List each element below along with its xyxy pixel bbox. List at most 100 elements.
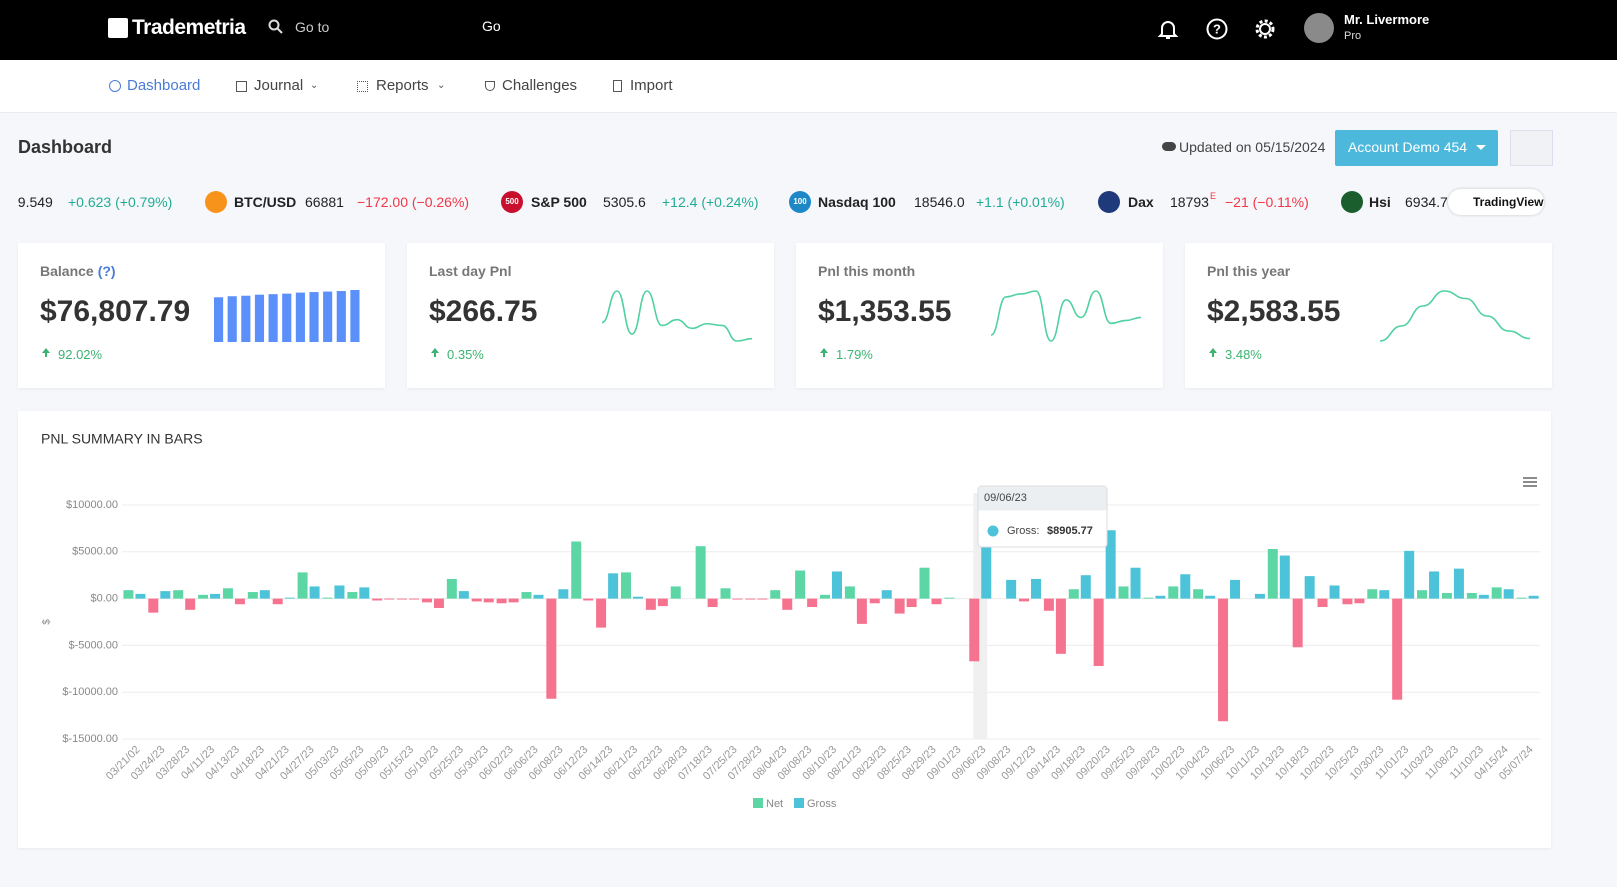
ticker-change[interactable]: +12.4 (+0.24%) — [662, 194, 759, 210]
ticker-change[interactable]: −21 (−0.11%) — [1225, 194, 1309, 210]
bar — [1118, 586, 1129, 599]
card-label: Pnl this month — [818, 263, 916, 279]
nav-item[interactable]: Dashboard — [127, 77, 201, 94]
bar — [856, 598, 867, 624]
bar — [745, 598, 756, 600]
bar — [931, 598, 942, 605]
help-icon[interactable]: ? — [1205, 17, 1229, 41]
bar — [795, 570, 806, 599]
bar — [844, 586, 855, 599]
bar — [906, 598, 917, 608]
ticker-symbol[interactable]: Hsi — [1369, 194, 1391, 210]
spark-line — [991, 290, 1141, 342]
settings-button[interactable] — [1510, 130, 1553, 166]
ticker-price[interactable]: 79.549 — [18, 194, 53, 210]
avatar[interactable] — [1304, 13, 1334, 43]
bar — [1055, 598, 1066, 654]
bar — [247, 592, 258, 599]
y-tick-label: $5000.00 — [72, 546, 118, 558]
bar — [1466, 592, 1477, 599]
bar — [969, 598, 980, 662]
bar — [234, 598, 245, 605]
ticker-price[interactable]: 66881 — [305, 194, 344, 210]
brand[interactable]: Trademetria — [132, 16, 246, 39]
svg-text:?: ? — [1213, 21, 1221, 36]
sparkline — [214, 290, 360, 342]
tradingview-badge[interactable] — [1448, 189, 1544, 215]
bar — [259, 590, 270, 599]
search-input[interactable]: Go to — [295, 19, 330, 35]
bar — [757, 598, 768, 600]
nav-item[interactable]: Journal — [254, 77, 304, 94]
bar — [446, 578, 457, 599]
bar — [1043, 598, 1054, 611]
ticker-price[interactable]: 18793 — [1170, 194, 1209, 210]
bar — [1279, 555, 1290, 599]
ticker-price[interactable]: 18546.0 — [914, 194, 965, 210]
ticker-change[interactable]: −172.00 (−0.26%) — [357, 194, 470, 210]
ticker-symbol[interactable]: BTC/USD — [234, 194, 297, 210]
dropdown-caret: ⌄ — [310, 80, 319, 91]
bar — [558, 589, 569, 599]
settings-icon[interactable] — [1253, 17, 1277, 41]
ticker-icon — [1341, 191, 1363, 213]
sparkline — [1380, 290, 1530, 342]
bar — [894, 598, 905, 614]
ticker-symbol[interactable]: Nasdaq 100 — [818, 194, 896, 210]
bar — [1254, 593, 1265, 599]
account-label[interactable]: Account Demo 454 — [1348, 139, 1468, 155]
bar — [421, 598, 432, 603]
tradingview-label[interactable]: TradingView — [1473, 195, 1544, 209]
nav-item[interactable]: Import — [630, 77, 673, 94]
page-title: Dashboard — [18, 137, 113, 157]
ticker-price[interactable]: 6934.7 — [1405, 194, 1448, 210]
bar — [433, 598, 444, 608]
bar — [695, 546, 706, 599]
chart: PNL SUMMARY IN BARS $ $-15000.00 $-10000.00… — [41, 431, 1540, 810]
tooltip-title: 09/06/23 — [984, 492, 1027, 504]
bar — [583, 598, 594, 601]
bell-icon[interactable] — [1156, 17, 1180, 41]
ticker-symbol[interactable]: S&P 500 — [531, 194, 587, 210]
chart-title: PNL SUMMARY IN BARS — [41, 431, 203, 447]
user-plan: Pro — [1344, 30, 1362, 42]
bar — [869, 598, 880, 604]
bar — [409, 598, 420, 600]
cloud-icon — [1162, 142, 1176, 151]
bar — [1329, 585, 1340, 599]
ticker-change[interactable]: +0.623 (+0.79%) — [68, 194, 173, 210]
arrow-stem — [45, 353, 47, 357]
user-name[interactable]: Mr. Livermore — [1344, 12, 1430, 27]
up-arrow — [431, 348, 439, 353]
bar — [1031, 578, 1042, 599]
bar — [1304, 576, 1315, 599]
account-button[interactable] — [1335, 130, 1498, 166]
help-link[interactable]: (?) — [97, 263, 116, 279]
spark-bar — [336, 291, 346, 342]
updated-text: Updated on 05/15/2024 — [1179, 139, 1326, 155]
bar — [359, 587, 370, 599]
ticker-price[interactable]: 5305.6 — [603, 194, 646, 210]
bar — [807, 598, 818, 608]
bar — [483, 598, 494, 603]
bar — [284, 597, 295, 599]
nav-item[interactable]: Reports — [376, 77, 429, 94]
nav-item[interactable]: Challenges — [502, 77, 578, 94]
bar — [608, 573, 619, 599]
spark-bar — [282, 293, 292, 342]
bar — [596, 598, 607, 628]
bar — [1404, 550, 1415, 599]
ticker-change[interactable]: +1.1 (+0.01%) — [976, 194, 1065, 210]
card-change: 3.48% — [1225, 347, 1262, 362]
legend-label: Gross — [807, 798, 837, 810]
nav-bar — [0, 60, 1617, 113]
ticker-symbol[interactable]: Dax — [1128, 194, 1154, 210]
bar — [820, 594, 830, 599]
bar — [309, 586, 320, 599]
search-button[interactable]: Go — [482, 18, 501, 34]
bar — [571, 541, 582, 599]
bar — [1180, 574, 1191, 599]
bar — [521, 592, 532, 599]
bar — [832, 571, 842, 599]
top-bar: Trademetria Go to Go ? Mr. Livermore Pro — [0, 0, 1617, 60]
